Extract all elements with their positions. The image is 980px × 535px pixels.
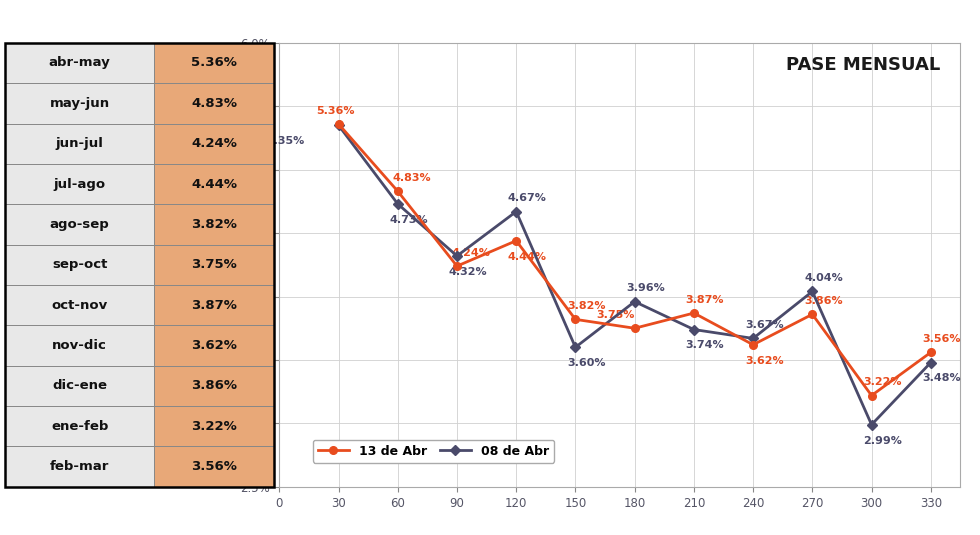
Text: 4.04%: 4.04% (804, 273, 843, 283)
Bar (155, 447, 274, 487)
Bar (155, 83, 274, 124)
Text: 4.44%: 4.44% (508, 251, 547, 262)
Text: 3.96%: 3.96% (626, 284, 665, 293)
Text: 3.62%: 3.62% (191, 339, 237, 352)
Bar (155, 366, 274, 406)
Text: sep-oct: sep-oct (52, 258, 108, 271)
Text: 3.67%: 3.67% (745, 320, 784, 330)
Text: 4.44%: 4.44% (191, 178, 237, 190)
Text: may-jun: may-jun (50, 97, 110, 110)
Text: ene-feb: ene-feb (51, 420, 109, 433)
Text: 2.99%: 2.99% (863, 435, 903, 446)
Bar (155, 406, 274, 447)
Text: 3.74%: 3.74% (686, 340, 724, 350)
Text: 3.87%: 3.87% (191, 299, 237, 312)
Text: 3.82%: 3.82% (567, 301, 606, 311)
Bar (5, 447, 155, 487)
Text: 3.86%: 3.86% (191, 379, 237, 393)
Text: 4.83%: 4.83% (392, 173, 431, 183)
Bar (5, 244, 155, 285)
Bar (155, 164, 274, 204)
Text: 4.24%: 4.24% (191, 137, 237, 150)
Text: oct-nov: oct-nov (52, 299, 108, 312)
Legend: 13 de Abr, 08 de Abr: 13 de Abr, 08 de Abr (313, 440, 554, 463)
Text: 4.67%: 4.67% (508, 193, 547, 203)
Bar (155, 325, 274, 366)
Bar (5, 83, 155, 124)
Text: jul-ago: jul-ago (54, 178, 106, 190)
Text: 5.36%: 5.36% (317, 106, 355, 116)
Text: 3.75%: 3.75% (191, 258, 237, 271)
Text: 3.56%: 3.56% (191, 460, 237, 473)
Bar (155, 285, 274, 325)
Text: 4.83%: 4.83% (191, 97, 237, 110)
Bar (5, 366, 155, 406)
Bar (155, 124, 274, 164)
Text: 5.35%: 5.35% (267, 136, 305, 146)
Bar (5, 285, 155, 325)
Text: 4.24%: 4.24% (452, 248, 490, 258)
Text: 4.73%: 4.73% (390, 215, 428, 225)
Text: 3.75%: 3.75% (596, 310, 634, 320)
Text: 3.48%: 3.48% (922, 373, 961, 384)
Text: 3.86%: 3.86% (805, 296, 843, 306)
Text: 5.36%: 5.36% (191, 57, 237, 70)
Text: 3.22%: 3.22% (863, 377, 902, 387)
Bar (5, 204, 155, 244)
Text: PASE MENSUAL: PASE MENSUAL (786, 56, 940, 74)
Text: jun-jul: jun-jul (56, 137, 104, 150)
Bar (155, 204, 274, 244)
Text: 3.22%: 3.22% (191, 420, 237, 433)
Bar (155, 244, 274, 285)
Text: 3.60%: 3.60% (567, 358, 606, 368)
Bar (5, 325, 155, 366)
Text: ago-sep: ago-sep (50, 218, 110, 231)
Text: 3.87%: 3.87% (686, 295, 724, 305)
Text: 3.62%: 3.62% (745, 356, 784, 365)
Bar (5, 124, 155, 164)
Text: abr-may: abr-may (49, 57, 111, 70)
Bar (5, 406, 155, 447)
Bar (155, 43, 274, 83)
Text: 4.32%: 4.32% (449, 267, 487, 277)
Text: nov-dic: nov-dic (52, 339, 107, 352)
Text: dic-ene: dic-ene (52, 379, 107, 393)
Bar (5, 164, 155, 204)
Text: 3.82%: 3.82% (191, 218, 237, 231)
Text: feb-mar: feb-mar (50, 460, 110, 473)
Text: 3.56%: 3.56% (922, 334, 961, 344)
Bar (5, 43, 155, 83)
